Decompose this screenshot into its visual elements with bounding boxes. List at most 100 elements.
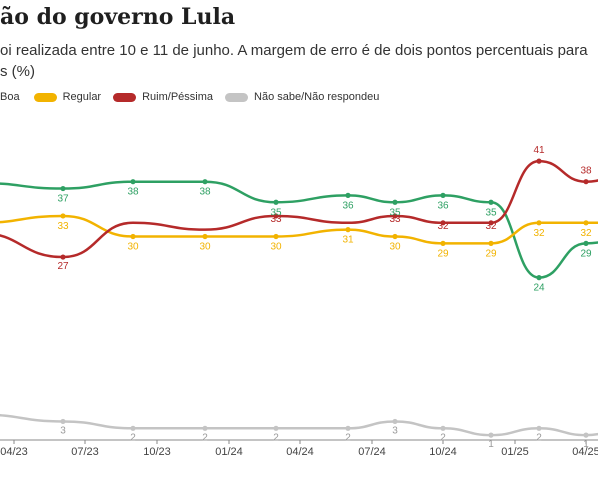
x-tick-label: 01/25 [501, 446, 529, 458]
legend-swatch-regular [33, 92, 57, 102]
data-point [392, 233, 398, 240]
data-point [440, 192, 446, 198]
data-point [488, 240, 494, 246]
data-label: 38 [580, 166, 592, 177]
data-point [202, 179, 208, 185]
chart-legend: Boa Regular Ruim/Péssima Não sabe/Não re… [0, 89, 391, 105]
x-tick-label: 07/24 [358, 446, 386, 458]
legend-item-regular: Regular [33, 91, 102, 103]
series-line-ruim-pessima [0, 159, 598, 259]
data-point [440, 240, 446, 246]
data-point [488, 432, 494, 438]
legend-label-regular: Regular [62, 91, 102, 103]
data-label: 2 [536, 432, 542, 443]
data-point [536, 275, 542, 281]
data-label: 3 [392, 425, 398, 436]
data-label: 33 [389, 214, 401, 225]
x-tick-label: 01/24 [215, 446, 243, 458]
x-tick-label: 07/23 [71, 446, 99, 458]
data-label: 31 [342, 235, 354, 246]
data-point [440, 425, 446, 431]
data-point [392, 213, 398, 219]
data-point [583, 179, 589, 185]
data-point [273, 213, 279, 219]
legend-label-boa: Boa [0, 91, 20, 103]
legend-label-ruim-pessima: Ruim/Péssima [142, 91, 214, 103]
data-point [392, 418, 398, 425]
chart-title: ão do governo Lula [0, 4, 236, 30]
x-tick-label: 04/23 [0, 446, 28, 458]
data-label: 30 [199, 242, 211, 253]
data-label: 24 [533, 283, 545, 294]
legend-label-nao-sabe: Não sabe/Não respondeu [254, 91, 380, 103]
legend-swatch-nao-sabe [225, 92, 249, 102]
data-label: 2 [440, 432, 446, 443]
data-point [488, 220, 494, 226]
data-label: 30 [389, 242, 401, 253]
data-point [345, 425, 351, 431]
data-label: 29 [580, 248, 592, 259]
data-label: 32 [580, 228, 592, 239]
data-label: 35 [485, 207, 497, 218]
data-point [202, 425, 208, 431]
data-point [583, 220, 589, 226]
data-point [536, 158, 542, 164]
x-axis-ticks: 04/23 07/23 10/23 01/24 04/24 07/24 10/24 01/25… [0, 440, 598, 458]
data-point [60, 418, 66, 425]
x-tick-label: 04/24 [286, 446, 314, 458]
data-label: 29 [437, 248, 449, 259]
data-label: 35 [389, 207, 401, 218]
legend-item-nao-sabe: Não sabe/Não respondeu [225, 91, 379, 103]
data-label: 36 [437, 200, 449, 211]
data-point [130, 425, 136, 431]
data-point [345, 192, 351, 198]
data-label: 35 [270, 207, 282, 218]
x-tick-label: 10/24 [429, 446, 457, 458]
data-label: 30 [270, 242, 282, 253]
data-label: 32 [485, 221, 497, 232]
data-label: 2 [345, 432, 351, 443]
data-point [202, 233, 208, 240]
chart-subtitle: oi realizada entre 10 e 11 de junho. A m… [0, 42, 588, 80]
data-point [273, 199, 279, 205]
data-label: 2 [273, 432, 279, 443]
data-point [440, 220, 446, 226]
legend-item-boa: Boa [0, 91, 20, 103]
legend-swatch-ruim-pessima [113, 92, 137, 102]
data-label: 41 [533, 145, 545, 156]
series-line-nao-sabe-nao-respondeu [0, 414, 598, 437]
data-label: 33 [270, 214, 282, 225]
data-label: 1 [488, 439, 494, 450]
data-label: 2 [130, 432, 136, 443]
data-label: 33 [57, 221, 69, 232]
series-line-otima-boa [0, 180, 598, 279]
data-point [536, 425, 542, 431]
data-label: 29 [485, 248, 497, 259]
data-point [345, 227, 351, 233]
data-label: 27 [57, 261, 69, 272]
data-point [273, 425, 279, 431]
data-point [392, 199, 398, 205]
data-point [60, 185, 66, 192]
series-points [60, 158, 589, 438]
data-label: 32 [533, 228, 545, 239]
data-point [536, 220, 542, 226]
data-label: 37 [57, 194, 69, 205]
data-label: 38 [127, 187, 139, 198]
data-point [273, 233, 279, 240]
data-label: 1 [583, 439, 589, 450]
data-point [488, 199, 494, 205]
data-label: 38 [199, 187, 211, 198]
data-point [583, 432, 589, 438]
series-lines [0, 159, 598, 437]
data-point [60, 213, 66, 219]
data-label: 36 [342, 200, 354, 211]
data-point [60, 254, 66, 260]
data-point [130, 233, 136, 240]
data-point [130, 179, 136, 185]
data-label: 32 [437, 221, 449, 232]
x-tick-label: 04/25 [572, 446, 598, 458]
x-tick-label: 10/23 [143, 446, 171, 458]
